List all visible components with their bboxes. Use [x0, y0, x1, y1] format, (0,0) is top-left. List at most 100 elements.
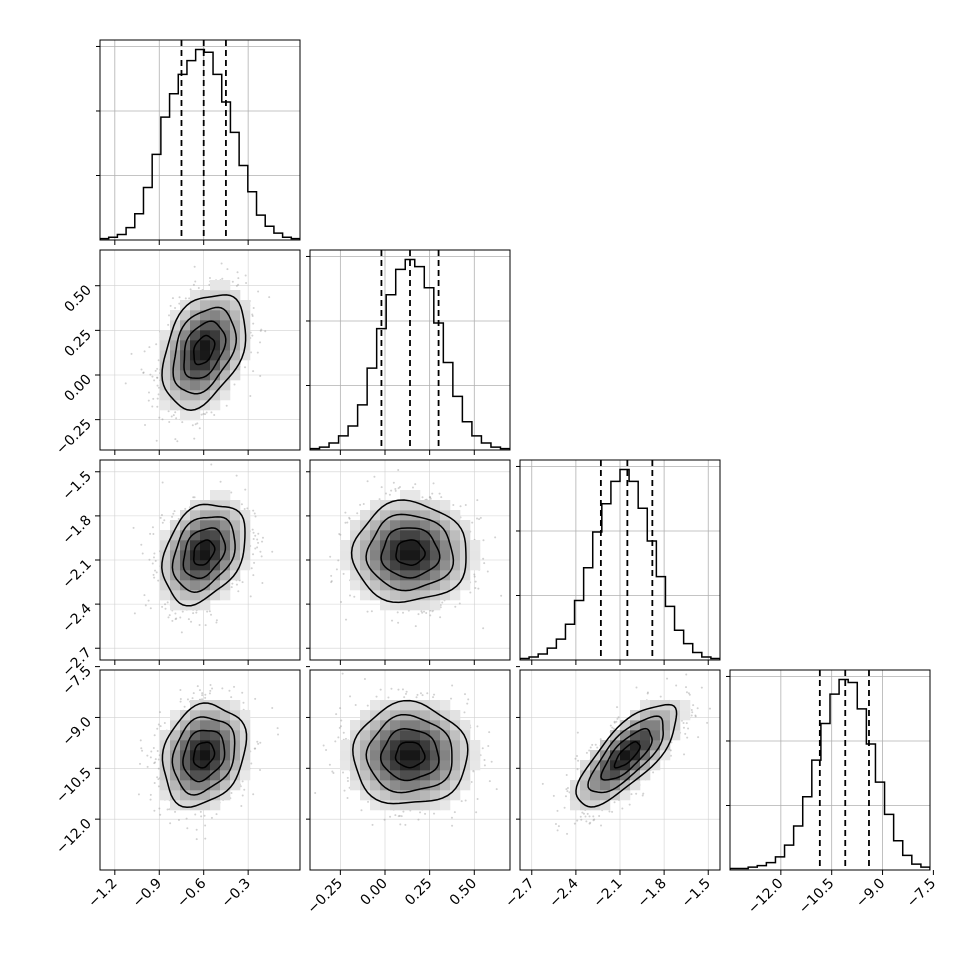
scatter-point	[261, 540, 264, 543]
scatter-point	[421, 611, 424, 614]
scatter-point	[257, 541, 260, 544]
density-cell	[180, 590, 191, 601]
density-cell	[390, 540, 401, 551]
scatter-point	[132, 526, 135, 529]
scatter-point	[476, 499, 479, 502]
scatter-point	[345, 618, 348, 621]
density-cell	[240, 350, 251, 361]
density-cell	[190, 400, 201, 411]
scatter-point	[200, 815, 203, 818]
density-cell	[220, 370, 231, 381]
density-cell	[200, 550, 211, 561]
density-cell	[190, 570, 201, 581]
density-cell	[360, 590, 371, 601]
density-cell	[230, 560, 241, 571]
density-cell	[440, 580, 451, 591]
density-cell	[400, 540, 411, 551]
scatter-point	[429, 497, 432, 500]
density-cell	[160, 560, 171, 571]
scatter-point	[243, 788, 246, 791]
scatter-point	[157, 386, 160, 389]
density-cell	[430, 550, 441, 561]
density-cell	[170, 560, 181, 571]
scatter-point	[254, 515, 257, 518]
scatter-point	[256, 538, 259, 541]
density-cell	[220, 520, 231, 531]
scatter-point	[231, 280, 234, 283]
density-cell	[410, 570, 421, 581]
density-cell	[180, 390, 191, 401]
scatter-point	[195, 611, 198, 614]
scatter-point	[153, 379, 156, 382]
scatter-point	[192, 496, 195, 499]
y-tick-label: −2.4	[59, 601, 94, 636]
panel-2-0: −2.7−2.4−2.1−1.8−1.5	[59, 459, 301, 680]
scatter-point	[143, 350, 146, 353]
density-cell	[220, 490, 231, 501]
scatter-point	[338, 532, 341, 535]
density-cell	[210, 400, 221, 411]
scatter-point	[440, 496, 443, 499]
density-cell	[170, 400, 181, 411]
scatter-point	[191, 697, 194, 700]
scatter-point	[174, 438, 177, 441]
density-cell	[460, 530, 471, 541]
scatter-point	[151, 562, 154, 565]
scatter-point	[473, 573, 476, 576]
density-cell	[160, 340, 171, 351]
density-cell	[180, 320, 191, 331]
scatter-point	[209, 683, 212, 686]
density-cell	[170, 580, 181, 591]
scatter-point	[244, 274, 247, 277]
scatter-point	[201, 698, 204, 701]
scatter-point	[500, 594, 503, 597]
scatter-point	[353, 595, 356, 598]
density-cell	[210, 380, 221, 391]
scatter-point	[153, 552, 156, 555]
scatter-point	[210, 816, 213, 819]
density-cell	[180, 360, 191, 371]
density-cell	[160, 580, 171, 591]
density-cell	[410, 490, 421, 501]
density-cell	[430, 520, 441, 531]
density-cell	[470, 550, 481, 561]
scatter-point	[230, 491, 233, 494]
density-cell	[200, 290, 211, 301]
scatter-point	[425, 612, 428, 615]
scatter-point	[474, 580, 477, 583]
scatter-point	[373, 475, 376, 478]
density-cell	[200, 320, 211, 331]
scatter-point	[195, 838, 198, 841]
scatter-point	[149, 793, 152, 796]
scatter-point	[439, 616, 442, 619]
scatter-point	[163, 519, 166, 522]
scatter-point	[474, 587, 477, 590]
scatter-point	[414, 483, 417, 486]
scatter-point	[149, 373, 152, 376]
scatter-point	[161, 418, 164, 421]
scatter-point	[237, 283, 240, 286]
scatter-point	[221, 277, 224, 280]
scatter-point	[259, 329, 262, 332]
scatter-point	[176, 440, 179, 443]
density-cell	[160, 590, 171, 601]
density-cell	[200, 600, 211, 611]
scatter-point	[140, 368, 143, 371]
density-cell	[200, 580, 211, 591]
scatter-point	[161, 521, 164, 524]
scatter-point	[140, 543, 143, 546]
scatter-point	[152, 573, 155, 576]
scatter-point	[482, 539, 485, 542]
scatter-point	[156, 376, 159, 379]
density-cell	[230, 370, 241, 381]
scatter-point	[256, 351, 259, 354]
density-cell	[440, 550, 451, 561]
density-cell	[220, 530, 231, 541]
density-cell	[210, 530, 221, 541]
scatter-point	[144, 604, 147, 607]
scatter-point	[220, 262, 223, 265]
scatter-point	[175, 417, 178, 420]
density-cell	[180, 510, 191, 521]
density-cell	[170, 360, 181, 371]
density-cell	[390, 500, 401, 511]
